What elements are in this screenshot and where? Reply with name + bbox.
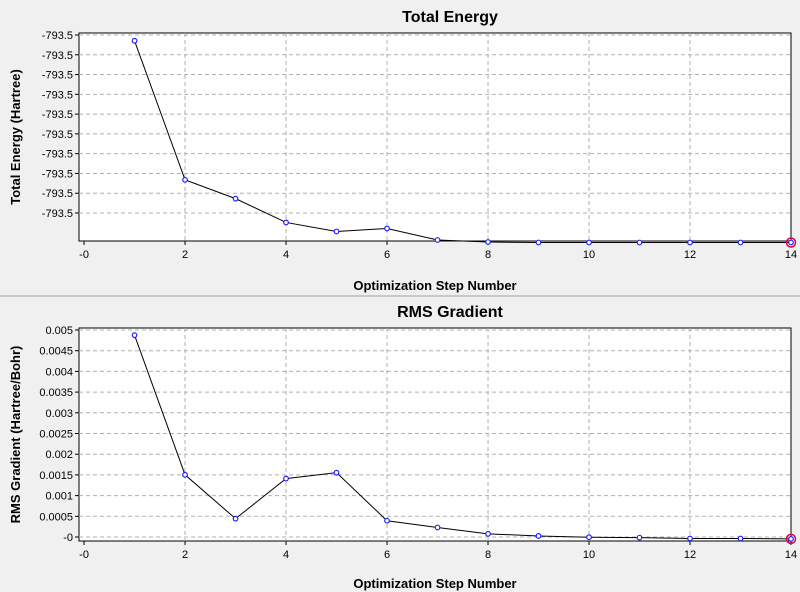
x-tick-label: 10 <box>583 249 595 261</box>
y-tick-label: -793.5 <box>42 208 73 220</box>
y-tick-label: 0.0035 <box>39 387 73 399</box>
data-point[interactable] <box>434 237 441 243</box>
data-point[interactable] <box>485 530 491 537</box>
data-point[interactable] <box>636 534 643 541</box>
x-tick-label: 2 <box>182 249 188 261</box>
x-tick-label: 8 <box>485 249 491 261</box>
data-point[interactable] <box>434 524 441 531</box>
chart-title: Total Energy <box>402 9 498 26</box>
rms-gradient-chart: RMS Gradient -0 2 4 6 8 10 12 14 -0 0.0005 0.001 0.0… <box>8 304 797 591</box>
y-tick-label: -793.5 <box>42 129 73 141</box>
data-point[interactable] <box>333 228 340 235</box>
y-tick-label: -793.5 <box>42 89 73 101</box>
data-point[interactable] <box>636 239 643 246</box>
data-point[interactable] <box>131 37 138 44</box>
data-point[interactable] <box>232 515 239 522</box>
data-point[interactable] <box>131 332 138 339</box>
x-axis-label: Optimization Step Number <box>353 576 516 591</box>
data-point[interactable] <box>485 239 491 245</box>
data-point[interactable] <box>737 535 744 542</box>
x-tick-label: 14 <box>785 549 797 561</box>
y-tick-label: 0.0015 <box>39 470 73 482</box>
data-point[interactable] <box>182 471 188 478</box>
x-tick-label: 12 <box>684 549 696 561</box>
y-tick-label: 0.0025 <box>39 429 73 441</box>
y-tick-label: 0.001 <box>45 491 73 503</box>
data-point[interactable] <box>788 239 794 246</box>
x-tick-label: 10 <box>583 549 595 561</box>
data-point[interactable] <box>283 219 289 226</box>
series-line <box>134 335 792 540</box>
y-tick-label: -793.5 <box>42 188 73 200</box>
data-point[interactable] <box>788 535 794 542</box>
data-point[interactable] <box>283 475 289 482</box>
total-energy-chart: Total Energy -0 2 4 6 8 10 12 14 -793.5 -793.5 -793… <box>8 9 797 293</box>
x-tick-label: 4 <box>283 249 289 261</box>
data-point[interactable] <box>384 225 390 232</box>
y-tick-label: 0.004 <box>45 366 73 378</box>
x-tick-label: 12 <box>684 249 696 261</box>
y-axis-label: RMS Gradient (Hartree/Bohr) <box>8 346 23 524</box>
series-line <box>134 40 791 244</box>
current-step-marker[interactable] <box>785 237 797 248</box>
x-tick-label: 8 <box>485 549 491 561</box>
data-point[interactable] <box>687 535 693 542</box>
y-axis-label: Total Energy (Hartree) <box>8 69 23 205</box>
y-tick-label: -0 <box>63 532 73 544</box>
y-tick-label: 0.005 <box>45 325 73 337</box>
plot-area <box>78 32 792 242</box>
x-tick-label: 6 <box>384 249 390 261</box>
current-step-marker[interactable] <box>785 533 797 545</box>
y-tick-label: -793.5 <box>42 50 73 62</box>
data-point[interactable] <box>384 517 390 524</box>
x-tick-label: 4 <box>283 549 289 561</box>
data-point[interactable] <box>535 533 542 539</box>
data-point[interactable] <box>586 534 592 541</box>
data-point[interactable] <box>687 239 693 246</box>
y-tick-label: -793.5 <box>42 149 73 161</box>
y-tick-label: 0.003 <box>45 408 73 420</box>
data-point[interactable] <box>535 239 542 246</box>
y-tick-label: 0.002 <box>45 449 73 461</box>
data-point[interactable] <box>586 239 592 246</box>
x-tick-label: -0 <box>79 249 89 261</box>
chart-title: RMS Gradient <box>397 304 503 321</box>
y-tick-label: -793.5 <box>42 109 73 121</box>
y-tick-label: -793.5 <box>42 70 73 82</box>
x-tick-label: 14 <box>785 249 797 261</box>
x-axis-label: Optimization Step Number <box>353 278 516 293</box>
y-tick-label: 0.0005 <box>39 511 73 523</box>
data-point[interactable] <box>182 176 188 183</box>
data-point[interactable] <box>333 469 340 476</box>
y-tick-label: -793.5 <box>42 168 73 180</box>
x-tick-label: 6 <box>384 549 390 561</box>
x-tick-label: -0 <box>79 549 89 561</box>
y-tick-label: -793.5 <box>42 30 73 42</box>
data-point[interactable] <box>737 239 744 246</box>
y-tick-label: 0.0045 <box>39 346 73 358</box>
x-tick-label: 2 <box>182 549 188 561</box>
data-point[interactable] <box>232 195 239 202</box>
plot-area <box>78 327 792 542</box>
